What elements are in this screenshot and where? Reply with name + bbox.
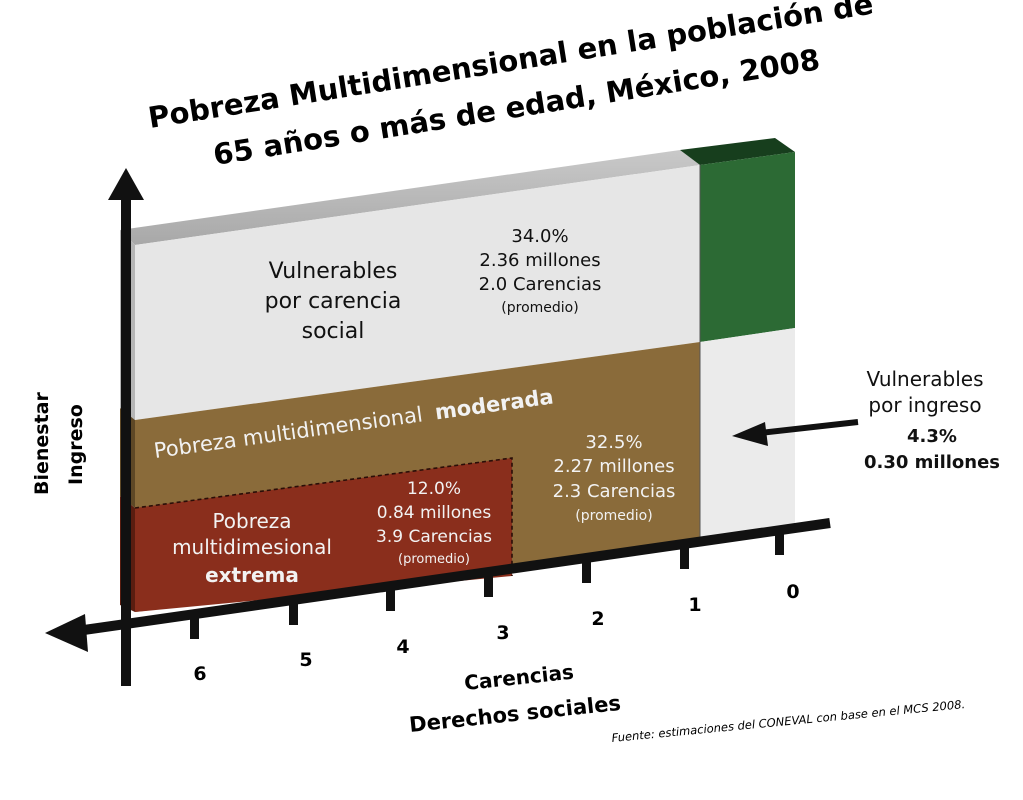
- tick-label-1: 1: [688, 594, 701, 616]
- moderate-note: (promedio): [575, 508, 652, 524]
- moderate-percent: 32.5%: [585, 432, 642, 453]
- not-poor-region: [700, 152, 795, 342]
- y-axis-label-bienestar: Bienestar: [31, 391, 53, 495]
- tick-label-5: 5: [299, 649, 312, 671]
- vulnerable-social-note: (promedio): [501, 300, 578, 316]
- vulnerable-social-name-3: social: [302, 319, 365, 344]
- arrow-vulnerable-income: [732, 419, 859, 446]
- moderate-millions: 2.27 millones: [553, 456, 674, 477]
- y-axis-label-ingreso: Ingreso: [65, 404, 87, 485]
- vulnerable-social-name-1: Vulnerables: [269, 259, 398, 284]
- vulnerable-income-name-2: por ingreso: [868, 393, 981, 417]
- extreme-region: [135, 458, 512, 612]
- extreme-labels: Pobreza multidimesional extrema 12.0% 0.…: [172, 479, 492, 587]
- y-axis-arrow-icon: [108, 168, 144, 200]
- extreme-millions: 0.84 millones: [377, 503, 492, 523]
- vulnerable-income-labels: Vulnerables por ingreso 4.3% 0.30 millon…: [864, 367, 1000, 473]
- block-top-face: [120, 150, 700, 245]
- vulnerable-income-millions: 0.30 millones: [864, 452, 1000, 473]
- x-axis: [45, 518, 831, 652]
- tick-label-3: 3: [496, 622, 509, 644]
- tick-label-2: 2: [591, 608, 604, 630]
- extreme-name-2: multidimesional: [172, 535, 332, 559]
- extreme-name-bold: extrema: [205, 563, 299, 587]
- x-tick-labels: 6 5 4 3 2 1 0: [193, 581, 799, 685]
- source-note: Fuente: estimaciones del CONEVAL con bas…: [611, 697, 966, 745]
- vulnerable-income-name-1: Vulnerables: [867, 367, 984, 391]
- vulnerable-social-percent: 34.0%: [511, 226, 568, 247]
- tick-label-4: 4: [396, 636, 409, 658]
- vulnerable-social-region: [135, 165, 700, 420]
- tick-label-0: 0: [786, 581, 799, 603]
- vulnerable-income-percent: 4.3%: [907, 426, 957, 447]
- extreme-carencias: 3.9 Carencias: [376, 527, 492, 547]
- extreme-note: (promedio): [398, 552, 470, 567]
- x-axis-label-derechos: Derechos sociales: [408, 691, 622, 737]
- x-axis-label-carencias: Carencias: [463, 660, 575, 695]
- not-poor-top-face: [680, 138, 795, 165]
- extreme-name-1: Pobreza: [212, 509, 291, 533]
- y-axis: [108, 168, 144, 686]
- extreme-dashed-border: [134, 457, 513, 576]
- vulnerable-social-name-2: por carencia: [265, 289, 402, 314]
- vulnerable-social-millions: 2.36 millones: [479, 250, 600, 271]
- moderate-carencias: 2.3 Carencias: [553, 481, 676, 502]
- extreme-percent: 12.0%: [407, 479, 461, 499]
- tick-label-6: 6: [193, 663, 206, 685]
- vulnerable-social-carencias: 2.0 Carencias: [479, 274, 602, 295]
- vulnerable-social-labels: Vulnerables por carencia social 34.0% 2.…: [265, 226, 602, 344]
- x-axis-arrow-icon: [45, 614, 88, 652]
